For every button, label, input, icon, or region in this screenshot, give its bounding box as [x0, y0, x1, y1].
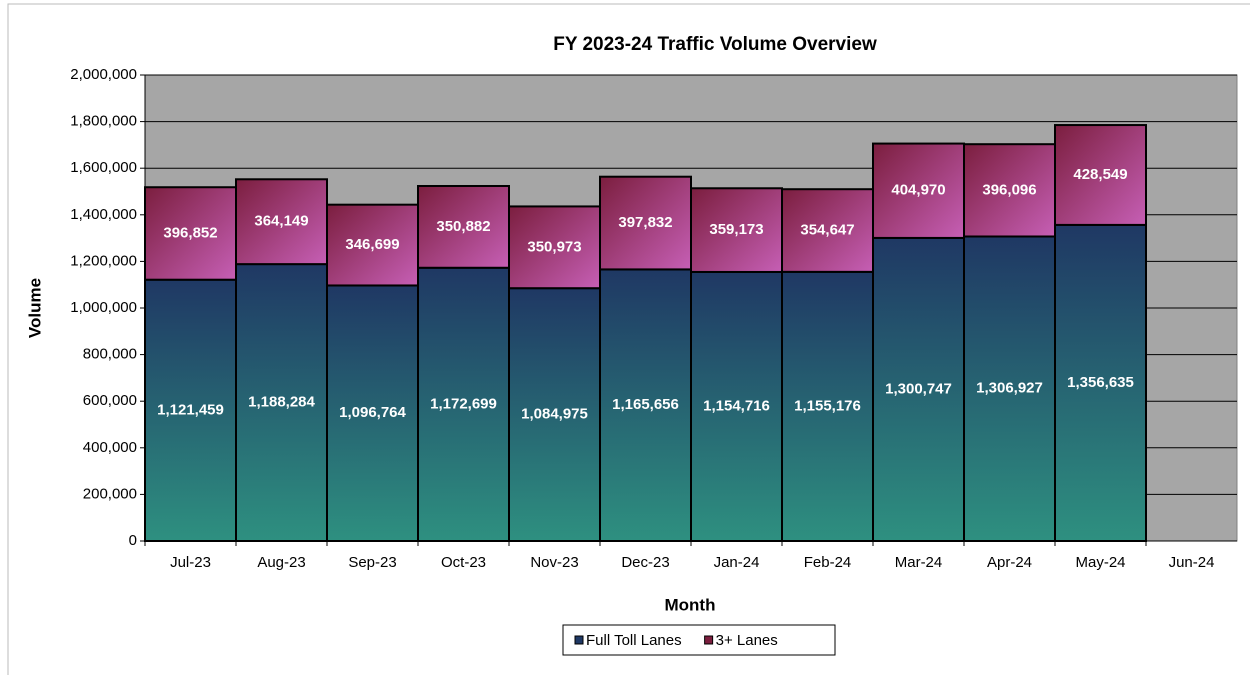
y-tick-label: 800,000: [83, 346, 137, 363]
value-label: 350,882: [436, 218, 490, 235]
x-axis-title: Month: [665, 595, 716, 614]
y-tick-label: 0: [129, 532, 137, 549]
value-label: 1,306,927: [976, 380, 1043, 397]
frame: [7, 3, 1250, 675]
bar-segment: [781, 270, 874, 542]
y-tick-label: 1,400,000: [70, 206, 137, 223]
bar-segment: [508, 205, 601, 290]
bar-segment: [690, 270, 783, 542]
x-tick-label: Sep-23: [348, 554, 396, 571]
y-tick-label: 1,000,000: [70, 299, 137, 316]
value-label: 359,173: [709, 221, 763, 238]
value-label: 364,149: [254, 213, 308, 230]
x-tick-label: Jan-24: [714, 554, 760, 571]
legend-label: 3+ Lanes: [716, 632, 778, 649]
legend: [562, 624, 836, 656]
bar-segment: [417, 266, 510, 542]
bar-segment: [690, 187, 783, 273]
legend-label: Full Toll Lanes: [586, 632, 682, 649]
bar-segment: [1054, 223, 1147, 542]
bar-segment: [1054, 124, 1147, 226]
bar-segment: [144, 186, 237, 281]
bar-segment: [599, 175, 692, 271]
value-label: 1,188,284: [248, 394, 315, 411]
bar-segment: [326, 284, 419, 542]
x-tick-label: Feb-24: [804, 554, 852, 571]
value-label: 1,084,975: [521, 406, 588, 423]
value-label: 1,121,459: [157, 401, 224, 418]
value-label: 350,973: [527, 238, 581, 255]
y-tick-label: 1,200,000: [70, 252, 137, 269]
bar-segment: [963, 235, 1056, 542]
bar-segment: [235, 178, 328, 266]
y-axis-title: Volume: [25, 278, 44, 338]
x-tick-label: Jul-23: [170, 554, 211, 571]
y-tick-label: 1,600,000: [70, 159, 137, 176]
y-tick-label: 2,000,000: [70, 66, 137, 83]
legend-swatch: [574, 635, 584, 645]
x-tick-label: Mar-24: [895, 554, 943, 571]
bar-segment: [599, 268, 692, 542]
y-tick-label: 1,800,000: [70, 113, 137, 130]
value-label: 396,096: [982, 181, 1036, 198]
value-label: 1,165,656: [612, 396, 679, 413]
value-label: 346,699: [345, 236, 399, 253]
bar-segment: [781, 188, 874, 273]
y-tick-label: 200,000: [83, 485, 137, 502]
y-tick-label: 600,000: [83, 392, 137, 409]
chart-title: FY 2023-24 Traffic Volume Overview: [553, 34, 877, 55]
value-label: 354,647: [800, 221, 854, 238]
bar-segment: [326, 203, 419, 287]
value-label: 1,356,635: [1067, 374, 1134, 391]
x-tick-label: Oct-23: [441, 554, 486, 571]
legend-swatch: [704, 635, 714, 645]
bar-segment: [872, 236, 965, 543]
x-tick-label: Aug-23: [257, 554, 305, 571]
value-label: 1,155,176: [794, 397, 861, 414]
value-label: 1,096,764: [339, 404, 406, 421]
x-tick-label: Apr-24: [987, 554, 1032, 571]
y-tick-label: 400,000: [83, 439, 137, 456]
value-label: 404,970: [891, 182, 945, 199]
value-label: 396,852: [163, 224, 217, 241]
x-tick-label: Nov-23: [530, 554, 578, 571]
value-label: 1,154,716: [703, 397, 770, 414]
value-label: 1,300,747: [885, 380, 952, 397]
value-label: 397,832: [618, 214, 672, 231]
x-tick-label: Jun-24: [1169, 554, 1215, 571]
value-label: 428,549: [1073, 166, 1127, 183]
x-tick-label: May-24: [1075, 554, 1125, 571]
value-label: 1,172,699: [430, 395, 497, 412]
x-tick-label: Dec-23: [621, 554, 669, 571]
